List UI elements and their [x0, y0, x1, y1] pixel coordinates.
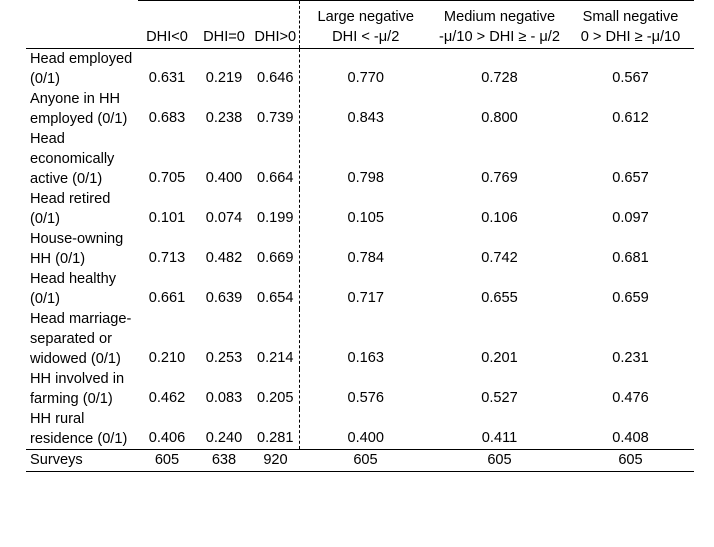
row-label: Head employed (0/1) [30, 51, 133, 87]
summary-statistics-table-container: DHI<0 DHI=0 DHI>0 Large negative DHI < -… [26, 0, 694, 472]
cell-value: 0.769 [481, 170, 518, 186]
surveys-count: 605 [138, 449, 196, 472]
cell-value: 0.411 [481, 430, 518, 446]
cell-value: 0.798 [347, 170, 385, 186]
cell-value: 0.681 [612, 250, 649, 266]
cell-value: 0.654 [252, 269, 300, 309]
cell-value: 0.105 [347, 210, 385, 226]
table-header: DHI<0 DHI=0 DHI>0 Large negative DHI < -… [26, 0, 694, 49]
cell-value: 0.408 [612, 430, 649, 446]
cell-value: 0.717 [347, 290, 385, 306]
cell-value: 0.742 [481, 250, 518, 266]
cell-value: 0.659 [612, 290, 649, 306]
cell-value: 0.631 [148, 70, 186, 86]
table-row: Head marriage-separated or widowed (0/1)… [26, 309, 694, 369]
cell-value: 0.655 [481, 290, 518, 306]
cell-value: 0.240 [205, 430, 243, 446]
cell-value: 0.074 [205, 210, 243, 226]
cell-value: 0.406 [148, 430, 186, 446]
row-label: HH involved in farming (0/1) [30, 371, 125, 407]
cell-value: 0.657 [612, 170, 649, 186]
cell-value: 0.527 [481, 390, 518, 406]
cell-value: 0.253 [205, 350, 243, 366]
table-row: HH rural residence (0/1) 0.406 0.240 0.2… [26, 409, 694, 450]
cell-value: 0.097 [612, 210, 649, 226]
row-label: Head economically active (0/1) [30, 131, 115, 187]
table-body: Head employed (0/1) 0.631 0.219 0.646 0.… [26, 48, 694, 450]
cell-value: 0.400 [205, 170, 243, 186]
surveys-count: 605 [432, 449, 567, 472]
surveys-count: 605 [567, 449, 694, 472]
cell-value: 0.843 [347, 110, 385, 126]
header-large-negative-line2: DHI < -μ/2 [332, 29, 400, 45]
row-label: Anyone in HH employed (0/1) [30, 91, 128, 127]
row-label: Head marriage-separated or widowed (0/1) [30, 311, 132, 367]
cell-value: 0.462 [148, 390, 186, 406]
cell-value: 0.784 [347, 250, 385, 266]
cell-value: 0.713 [148, 250, 186, 266]
cell-value: 0.567 [612, 70, 649, 86]
cell-value: 0.683 [148, 110, 186, 126]
header-label-column [26, 0, 138, 49]
cell-value: 0.400 [347, 430, 385, 446]
cell-value: 0.728 [481, 70, 518, 86]
header-dhi-eq0: DHI=0 [196, 0, 252, 49]
cell-value: 0.705 [148, 170, 186, 186]
header-row: DHI<0 DHI=0 DHI>0 Large negative DHI < -… [26, 0, 694, 49]
cell-value: 0.639 [205, 290, 243, 306]
table-row: Head economically active (0/1) 0.705 0.4… [26, 129, 694, 189]
header-small-negative: Small negative 0 > DHI ≥ -μ/10 [567, 0, 694, 49]
table-footer: Surveys 605 638 920 605 605 605 [26, 449, 694, 472]
header-dhi-gt0: DHI>0 [252, 0, 300, 49]
cell-value: 0.482 [205, 250, 243, 266]
table-row: Anyone in HH employed (0/1) 0.683 0.238 … [26, 89, 694, 129]
cell-value: 0.199 [252, 189, 300, 229]
header-small-negative-line1: Small negative [582, 9, 679, 25]
header-medium-negative: Medium negative -μ/10 > DHI ≥ - μ/2 [432, 0, 567, 49]
table-row: Head retired (0/1) 0.101 0.074 0.199 0.1… [26, 189, 694, 229]
cell-value: 0.163 [347, 350, 385, 366]
cell-value: 0.219 [205, 70, 243, 86]
table-row: Head healthy (0/1) 0.661 0.639 0.654 0.7… [26, 269, 694, 309]
cell-value: 0.646 [252, 48, 300, 89]
cell-value: 0.576 [347, 390, 385, 406]
surveys-count: 638 [196, 449, 252, 472]
cell-value: 0.214 [252, 309, 300, 369]
surveys-row: Surveys 605 638 920 605 605 605 [26, 449, 694, 472]
cell-value: 0.281 [252, 409, 300, 450]
header-medium-negative-line2: -μ/10 > DHI ≥ - μ/2 [439, 29, 560, 45]
cell-value: 0.210 [148, 350, 186, 366]
table-row: Head employed (0/1) 0.631 0.219 0.646 0.… [26, 48, 694, 89]
cell-value: 0.476 [612, 390, 649, 406]
header-dhi-lt0: DHI<0 [138, 0, 196, 49]
header-large-negative: Large negative DHI < -μ/2 [299, 0, 432, 49]
cell-value: 0.661 [148, 290, 186, 306]
cell-value: 0.083 [205, 390, 243, 406]
header-small-negative-line2: 0 > DHI ≥ -μ/10 [580, 29, 681, 45]
cell-value: 0.231 [612, 350, 649, 366]
cell-value: 0.106 [481, 210, 518, 226]
surveys-count: 605 [299, 449, 432, 472]
surveys-label: Surveys [26, 449, 138, 472]
row-label: Head retired (0/1) [30, 191, 111, 227]
cell-value: 0.205 [252, 369, 300, 409]
cell-value: 0.664 [252, 129, 300, 189]
cell-value: 0.739 [252, 89, 300, 129]
cell-value: 0.800 [481, 110, 518, 126]
row-label: House-owning HH (0/1) [30, 231, 124, 267]
cell-value: 0.201 [481, 350, 518, 366]
cell-value: 0.770 [347, 70, 385, 86]
header-medium-negative-line1: Medium negative [443, 9, 556, 25]
surveys-count: 920 [252, 449, 299, 472]
row-label: HH rural residence (0/1) [30, 411, 128, 447]
table-row: House-owning HH (0/1) 0.713 0.482 0.669 … [26, 229, 694, 269]
header-large-negative-line1: Large negative [317, 9, 415, 25]
cell-value: 0.238 [205, 110, 243, 126]
row-label: Head healthy (0/1) [30, 271, 117, 307]
cell-value: 0.101 [148, 210, 186, 226]
table-row: HH involved in farming (0/1) 0.462 0.083… [26, 369, 694, 409]
cell-value: 0.612 [612, 110, 649, 126]
cell-value: 0.669 [252, 229, 300, 269]
summary-statistics-table: DHI<0 DHI=0 DHI>0 Large negative DHI < -… [26, 0, 694, 472]
